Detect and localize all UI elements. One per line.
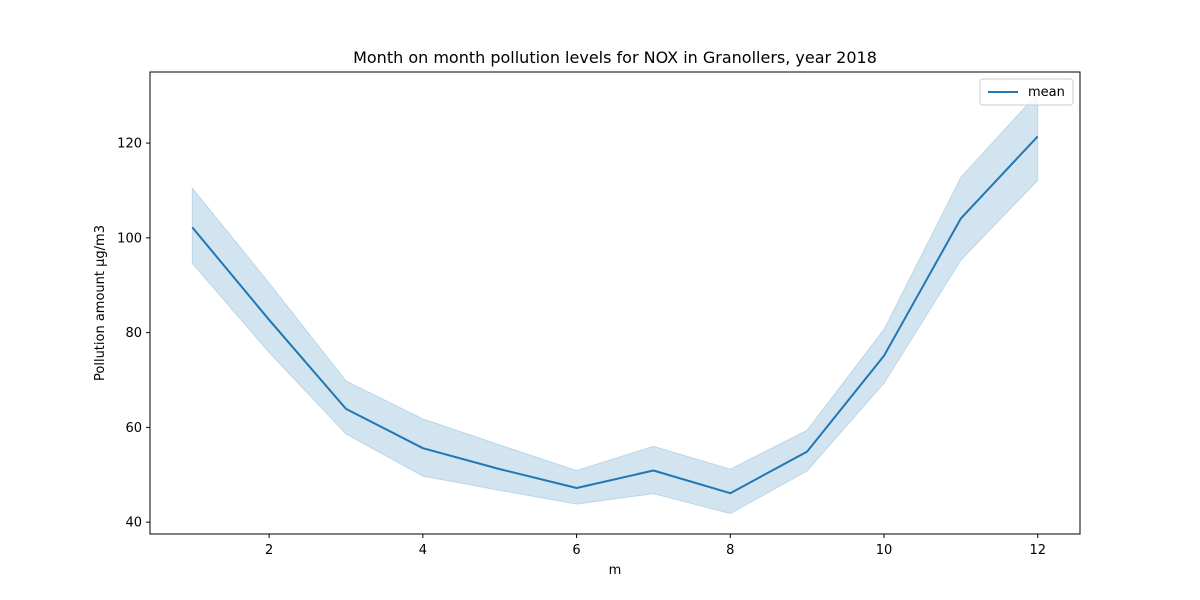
data-point-mean-4 [422,447,424,449]
x-tick-label-2: 2 [265,543,273,558]
plot-frame [149,71,1081,535]
series-line-mean [191,135,1039,495]
x-tick-label-12: 12 [1029,543,1046,558]
y-tick-label-100: 100 [117,231,142,246]
data-point-mean-8 [729,492,731,494]
legend: mean [979,78,1074,106]
data-point-mean-7 [652,470,654,472]
data-point-mean-6 [576,487,578,489]
data-point-mean-9 [806,451,808,453]
legend-label-mean: mean [1028,85,1065,100]
data-point-mean-10 [883,355,885,357]
chart-title: Month on month pollution levels for NOX … [353,48,877,67]
x-axis-label: m [609,563,622,578]
y-tick-label-40: 40 [125,516,142,531]
plot-area [191,92,1039,515]
legend-box [979,78,1074,106]
y-tick-label-60: 60 [125,421,142,436]
y-tick-label-120: 120 [117,137,142,152]
x-tick-label-4: 4 [419,543,427,558]
x-tick-label-8: 8 [726,543,734,558]
confidence-band-mean [191,92,1039,515]
x-tick-label-10: 10 [876,543,893,558]
data-point-mean-3 [345,408,347,410]
data-point-mean-1 [191,226,193,228]
x-axis: 2 4 6 8 10 12 [265,534,1046,558]
data-point-mean-2 [268,319,270,321]
data-point-mean-5 [499,468,501,470]
x-tick-label-6: 6 [572,543,580,558]
y-axis-label: Pollution amount µg/m3 [93,225,108,381]
y-axis: 40 60 80 100 120 [117,137,150,531]
y-tick-label-80: 80 [125,326,142,341]
data-point-mean-11 [960,217,962,219]
data-point-mean-12 [1037,135,1039,137]
